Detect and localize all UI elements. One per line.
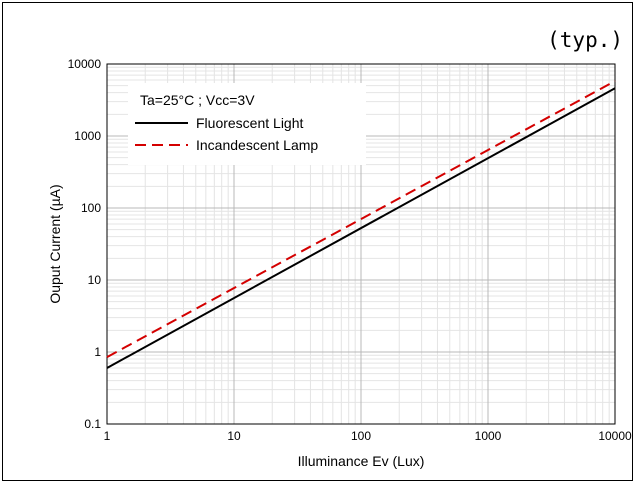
- legend: Ta=25°C ; Vcc=3V Fluorescent Light Incand…: [128, 83, 366, 165]
- chart-frame: [2, 2, 633, 481]
- y-tick-label: 0.1: [84, 417, 101, 431]
- x-tick-label: 10: [227, 429, 241, 443]
- series-line-2: [106, 80, 616, 358]
- x-axis-label: Illuminance Ev (Lux): [298, 453, 425, 469]
- x-tick-label: 1: [104, 429, 111, 443]
- y-tick-label: 100: [81, 201, 101, 215]
- series-group: [106, 80, 616, 369]
- y-tick-label: 10000: [68, 57, 102, 71]
- legend-label-1: Fluorescent Light: [196, 115, 304, 131]
- y-axis-label: Ouput Current (µA): [47, 184, 63, 303]
- y-tick-label: 10: [88, 273, 102, 287]
- plot-area: [106, 63, 616, 425]
- legend-label-2: Incandescent Lamp: [196, 137, 318, 153]
- legend-title: Ta=25°C ; Vcc=3V: [140, 92, 255, 108]
- y-tick-label: 1000: [74, 129, 101, 143]
- y-tick-label: 1: [94, 345, 101, 359]
- x-tick-label: 10000: [598, 429, 632, 443]
- series-line-1: [106, 87, 616, 369]
- x-tick-label: 100: [351, 429, 371, 443]
- typ-label: (typ.): [547, 28, 623, 52]
- x-tick-label: 1000: [475, 429, 502, 443]
